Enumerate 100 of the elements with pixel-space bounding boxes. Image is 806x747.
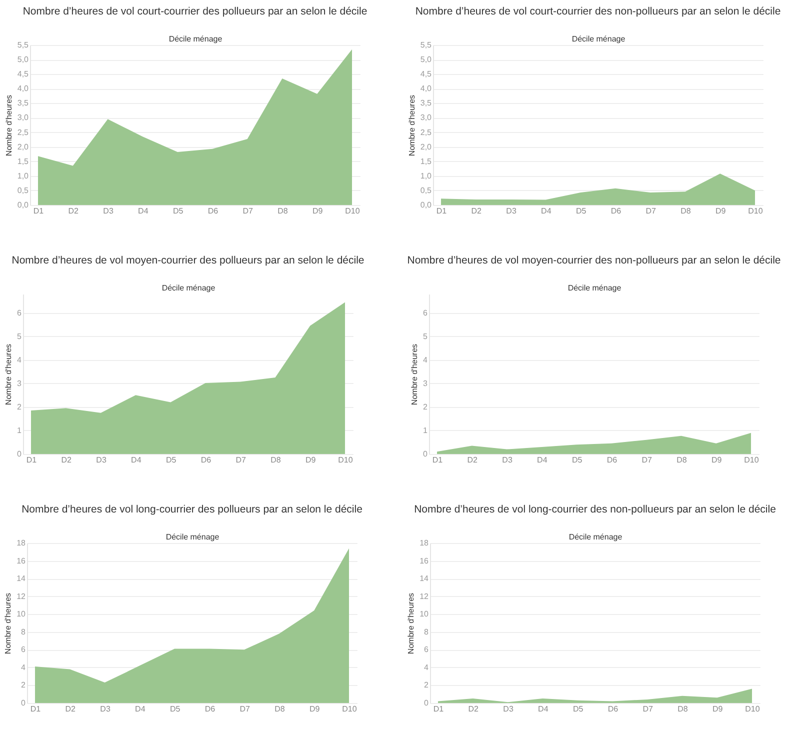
- x-tick-label: D9: [715, 206, 726, 216]
- x-axis-title: Décile ménage: [568, 532, 623, 542]
- y-tick-label: 1: [17, 426, 22, 435]
- x-tick-label: D5: [572, 456, 583, 464]
- y-tick-label: 4: [423, 355, 428, 364]
- y-tick-label: 6: [424, 645, 430, 654]
- y-tick-label: 14: [16, 574, 26, 584]
- y-axis-title: Nombre d'heures: [4, 592, 13, 654]
- x-tick-label: D1: [436, 206, 448, 216]
- x-tick-label: D5: [166, 456, 177, 464]
- x-tick-label: D10: [345, 206, 360, 216]
- y-tick-label: 3,5: [420, 98, 432, 108]
- x-axis-title: Décile ménage: [568, 284, 622, 292]
- y-tick-label: 0,5: [17, 186, 30, 195]
- y-tick-label: 0: [423, 450, 428, 458]
- x-tick-label: D9: [309, 704, 320, 714]
- y-tick-label: 0: [21, 698, 26, 708]
- y-tick-label: 16: [16, 556, 26, 566]
- x-tick-label: D6: [608, 704, 619, 714]
- y-tick-label: 4: [21, 662, 26, 672]
- x-tick-label: D1: [433, 704, 444, 714]
- x-tick-label: D6: [200, 456, 212, 464]
- x-tick-label: D7: [236, 456, 246, 464]
- x-tick-label: D4: [538, 704, 549, 714]
- y-tick-label: 3,5: [17, 98, 30, 108]
- chart-title: Nombre d’heures de vol court-courrier des non-pollueurs par an selon le décile: [415, 6, 781, 18]
- y-tick-label: 2: [21, 680, 26, 690]
- x-tick-label: D3: [96, 456, 107, 464]
- y-tick-label: 10: [16, 610, 26, 619]
- y-tick-label: 4,0: [420, 84, 432, 94]
- x-tick-label: D5: [576, 206, 587, 216]
- y-tick-label: 5,0: [420, 55, 432, 64]
- x-tick-label: D4: [138, 206, 149, 216]
- chart-title: Nombre d’heures de vol moyen-courrier des non-pollueurs par an selon le décile: [407, 254, 781, 266]
- y-tick-label: 3: [17, 378, 22, 388]
- y-tick-label: 8: [424, 627, 430, 636]
- x-tick-label: D8: [274, 704, 286, 714]
- x-tick-label: D3: [503, 704, 514, 714]
- y-tick-label: 2,0: [17, 142, 30, 152]
- y-tick-label: 4,5: [420, 70, 432, 79]
- x-tick-label: D8: [680, 206, 692, 216]
- x-tick-label: D8: [676, 456, 688, 464]
- x-tick-label: D6: [606, 456, 618, 464]
- y-tick-label: 5: [17, 332, 22, 341]
- x-tick-label: D2: [68, 206, 80, 216]
- x-tick-label: D8: [270, 456, 282, 464]
- y-tick-label: 4: [17, 355, 22, 364]
- y-tick-label: 5: [423, 332, 428, 341]
- x-tick-label: D5: [170, 704, 181, 714]
- x-tick-label: D1: [30, 704, 42, 714]
- y-tick-label: 6: [17, 308, 22, 318]
- x-tick-label: D10: [744, 456, 760, 464]
- x-tick-label: D4: [537, 456, 548, 464]
- x-tick-label: D6: [610, 206, 622, 216]
- y-tick-label: 0,0: [420, 200, 432, 210]
- x-tick-label: D3: [502, 456, 513, 464]
- x-tick-label: D8: [678, 704, 688, 714]
- x-tick-label: D10: [745, 704, 760, 714]
- y-tick-label: 12: [16, 592, 26, 601]
- y-axis-title: Nombre d'heures: [410, 344, 420, 406]
- y-tick-label: 4,0: [17, 84, 30, 94]
- y-tick-label: 16: [420, 556, 430, 566]
- y-tick-label: 8: [21, 627, 26, 636]
- y-tick-label: 2: [423, 402, 428, 412]
- y-axis-title: Nombre d'heures: [407, 94, 416, 156]
- chart-title: Nombre d’heures de vol long-courrier des non-pollueurs par an selon le décile: [414, 504, 776, 516]
- x-tick-label: D5: [172, 206, 184, 216]
- y-tick-label: 1,5: [420, 156, 432, 166]
- y-tick-label: 1,5: [17, 156, 30, 166]
- y-tick-label: 10: [420, 610, 430, 619]
- y-tick-label: 2,5: [420, 128, 432, 137]
- chart-title: Nombre d’heures de vol court-courrier des pollueurs par an selon le décile: [22, 6, 368, 18]
- x-tick-label: D9: [711, 456, 722, 464]
- y-tick-label: 2,0: [420, 142, 432, 152]
- y-tick-label: 12: [420, 592, 430, 601]
- y-tick-label: 1,0: [420, 171, 432, 180]
- x-tick-label: D9: [712, 704, 724, 714]
- x-tick-label: D10: [338, 456, 354, 464]
- y-tick-label: 4,5: [17, 70, 30, 79]
- x-tick-label: D2: [65, 704, 76, 714]
- y-tick-label: 3,0: [17, 113, 30, 122]
- x-tick-label: D6: [204, 704, 216, 714]
- y-tick-label: 5,5: [17, 40, 30, 50]
- x-tick-label: D3: [100, 704, 111, 714]
- x-axis-title: Décile ménage: [166, 532, 220, 542]
- x-tick-label: D2: [468, 704, 480, 714]
- x-tick-label: D10: [342, 704, 358, 714]
- x-tick-label: D9: [305, 456, 316, 464]
- y-tick-label: 2: [17, 402, 22, 412]
- x-tick-label: D8: [278, 206, 288, 216]
- x-tick-label: D4: [135, 704, 146, 714]
- y-tick-label: 18: [16, 538, 26, 548]
- x-axis-title: Décile ménage: [162, 284, 216, 292]
- y-tick-label: 3: [423, 378, 428, 388]
- x-tick-label: D7: [646, 206, 656, 216]
- x-tick-label: D3: [103, 206, 114, 216]
- chart-title: Nombre d’heures de vol long-courrier des pollueurs par an selon le décile: [22, 504, 363, 516]
- x-tick-label: D4: [541, 206, 552, 216]
- y-tick-label: 14: [420, 574, 430, 584]
- x-tick-label: D5: [572, 704, 584, 714]
